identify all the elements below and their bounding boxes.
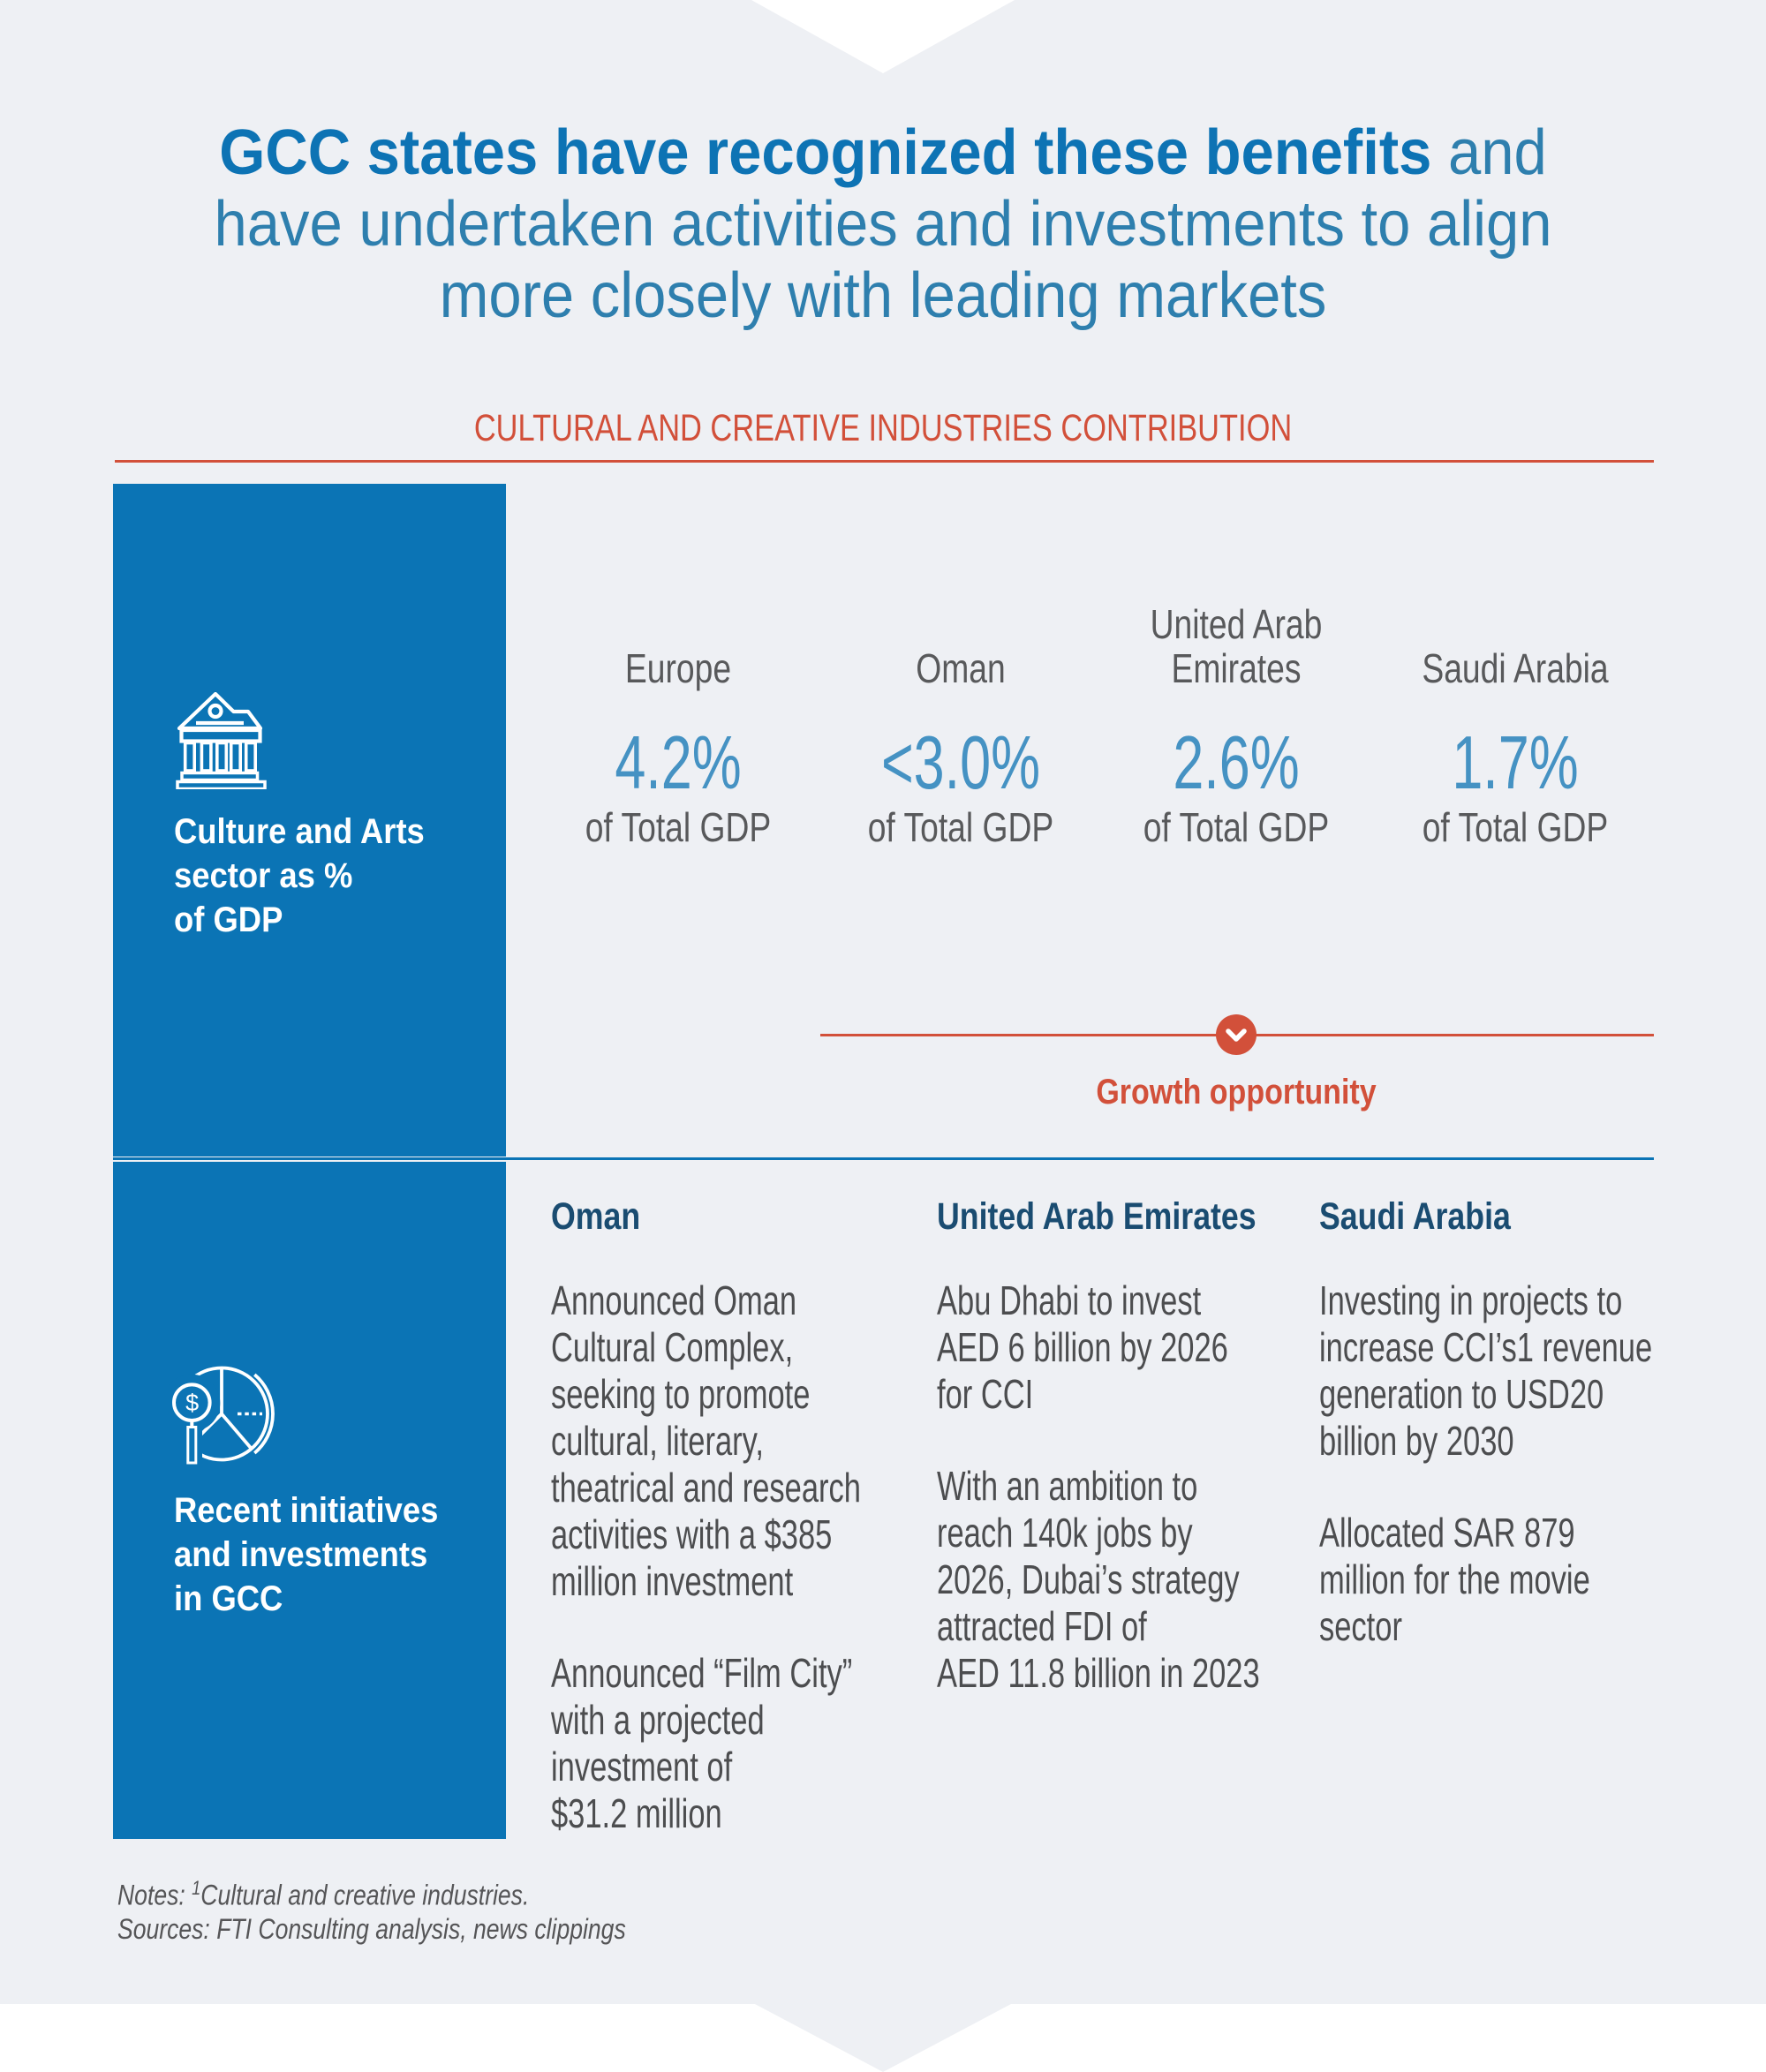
svg-text:$: $ xyxy=(185,1390,199,1416)
